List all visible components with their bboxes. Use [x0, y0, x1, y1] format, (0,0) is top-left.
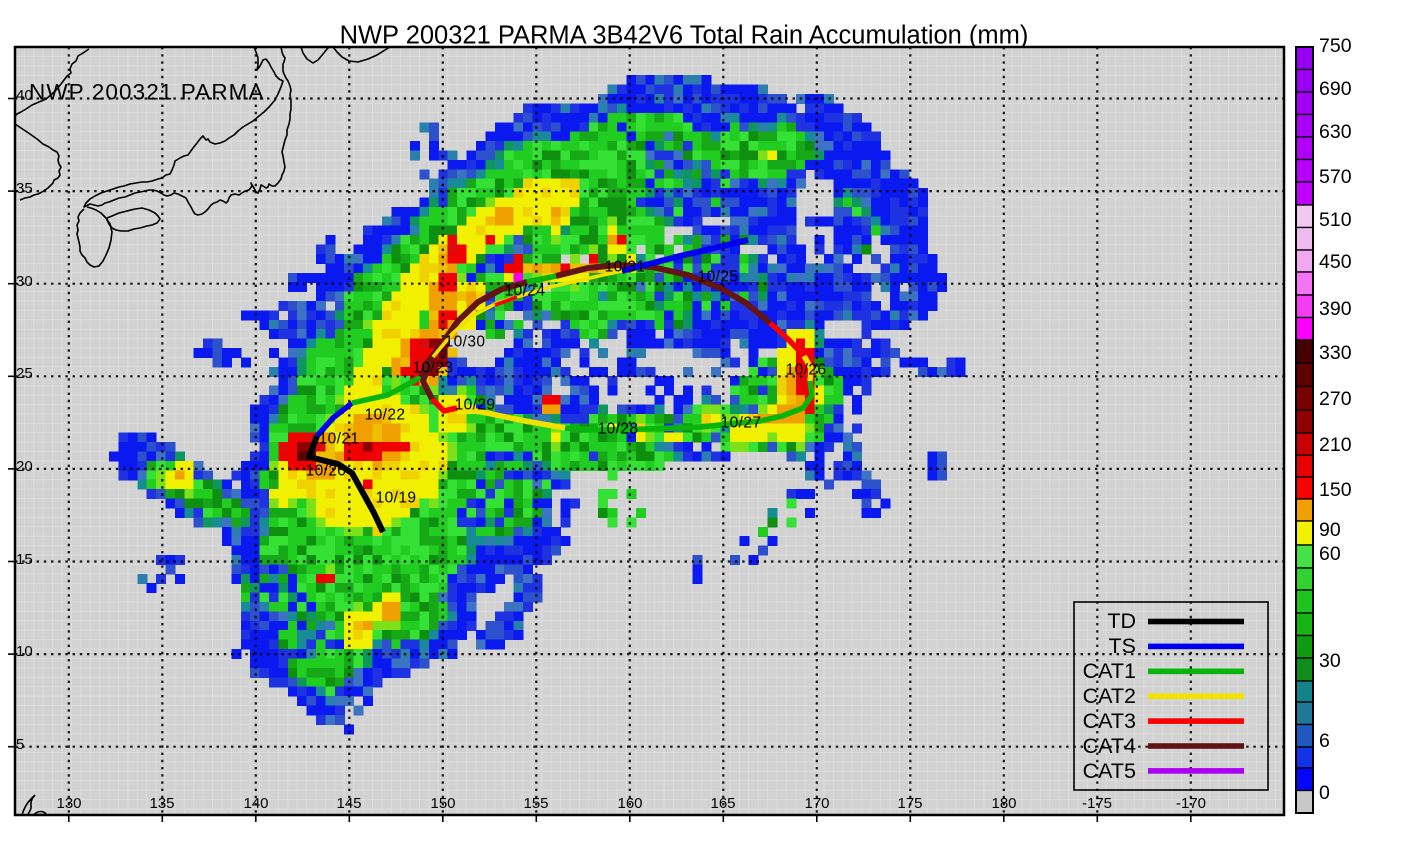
svg-text:60: 60	[1319, 543, 1341, 565]
svg-text:140: 140	[243, 795, 268, 812]
svg-text:CAT2: CAT2	[1083, 684, 1136, 708]
svg-text:TD: TD	[1107, 609, 1136, 633]
svg-text:10/30: 10/30	[445, 334, 486, 351]
svg-text:NWP 200321 PARMA: NWP 200321 PARMA	[29, 80, 265, 105]
svg-text:750: 750	[1319, 35, 1352, 57]
svg-text:130: 130	[56, 795, 81, 812]
svg-text:10/19: 10/19	[376, 490, 417, 507]
svg-text:135: 135	[149, 795, 174, 812]
svg-text:10/22: 10/22	[365, 407, 406, 424]
svg-text:10/20: 10/20	[306, 463, 347, 480]
svg-text:35: 35	[16, 180, 33, 197]
svg-text:165: 165	[710, 795, 735, 812]
svg-text:25: 25	[16, 365, 33, 382]
svg-text:10/31: 10/31	[605, 259, 646, 276]
svg-text:10/28: 10/28	[598, 421, 639, 438]
svg-text:150: 150	[430, 795, 455, 812]
svg-text:TS: TS	[1109, 634, 1136, 658]
svg-text:10/29: 10/29	[455, 397, 496, 414]
svg-text:CAT4: CAT4	[1083, 734, 1136, 758]
svg-text:10/27: 10/27	[721, 415, 762, 432]
svg-text:CAT3: CAT3	[1083, 709, 1136, 733]
svg-text:10/26: 10/26	[786, 362, 827, 379]
svg-text:330: 330	[1319, 342, 1352, 364]
svg-text:450: 450	[1319, 251, 1352, 273]
svg-text:30: 30	[1319, 650, 1341, 672]
svg-text:10/21: 10/21	[319, 431, 360, 448]
svg-text:510: 510	[1319, 209, 1352, 231]
svg-text:-175: -175	[1082, 795, 1112, 812]
svg-text:10/25: 10/25	[698, 269, 739, 286]
svg-text:10/23: 10/23	[413, 360, 454, 377]
svg-text:630: 630	[1319, 121, 1352, 143]
svg-text:390: 390	[1319, 298, 1352, 320]
svg-text:180: 180	[991, 795, 1016, 812]
svg-text:20: 20	[16, 458, 33, 475]
svg-text:150: 150	[1319, 479, 1352, 501]
svg-text:10: 10	[16, 643, 33, 660]
svg-text:0: 0	[1319, 782, 1330, 804]
svg-text:30: 30	[16, 273, 33, 290]
svg-text:NWP 200321 PARMA 3B42V6 Total: NWP 200321 PARMA 3B42V6 Total Rain Accum…	[340, 22, 1029, 50]
svg-text:175: 175	[897, 795, 922, 812]
svg-text:CAT5: CAT5	[1083, 759, 1136, 783]
svg-text:5: 5	[16, 736, 24, 753]
svg-text:155: 155	[523, 795, 548, 812]
svg-text:270: 270	[1319, 388, 1352, 410]
svg-text:15: 15	[16, 551, 33, 568]
svg-text:170: 170	[804, 795, 829, 812]
svg-text:570: 570	[1319, 166, 1352, 188]
svg-text:CAT1: CAT1	[1083, 659, 1136, 683]
svg-text:10/24: 10/24	[505, 283, 546, 300]
svg-text:90: 90	[1319, 519, 1341, 541]
svg-text:-170: -170	[1176, 795, 1206, 812]
svg-text:145: 145	[336, 795, 361, 812]
svg-text:160: 160	[617, 795, 642, 812]
svg-text:690: 690	[1319, 78, 1352, 100]
svg-text:6: 6	[1319, 730, 1330, 752]
svg-text:210: 210	[1319, 434, 1352, 456]
svg-text:40: 40	[16, 87, 33, 104]
